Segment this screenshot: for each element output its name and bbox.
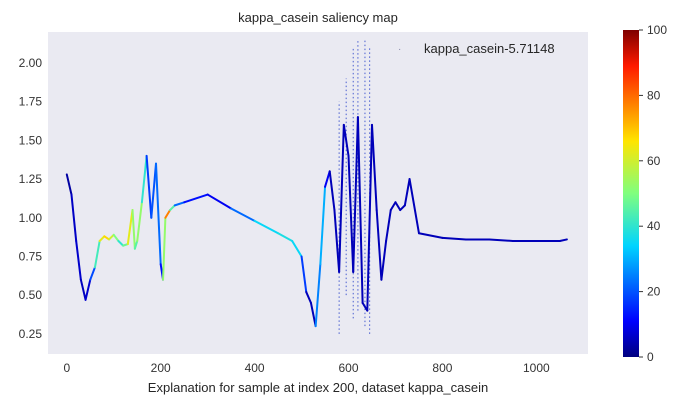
colorbar-ticks: 0 20 40 60 80 100: [639, 23, 667, 364]
colorbar: [623, 30, 639, 357]
line-segment: [366, 123, 373, 312]
y-tick-label: 0.75: [19, 249, 43, 263]
line-segment: [108, 233, 115, 241]
line-segment: [206, 193, 233, 210]
line-segment: [89, 266, 96, 281]
line-segment: [75, 239, 82, 281]
x-tick-labels: 0 200 400 600 800 1000: [63, 361, 550, 375]
x-tick-label: 400: [245, 361, 265, 375]
line-segment: [380, 239, 388, 281]
y-tick-label: 0.50: [19, 288, 43, 302]
line-segment: [324, 170, 331, 188]
line-segment: [328, 170, 336, 212]
line-segment: [253, 219, 280, 235]
colorbar-tick-label: 0: [647, 350, 654, 364]
y-tick-label: 2.00: [19, 56, 43, 70]
line-segment: [131, 209, 136, 250]
line-segment: [441, 236, 467, 241]
y-tick-label: 1.75: [19, 95, 43, 109]
line-segment: [164, 209, 172, 219]
line-segment: [488, 238, 514, 242]
legend-marker: ·: [398, 44, 401, 55]
line-segment: [117, 239, 125, 247]
line-segment: [314, 263, 322, 328]
saliency-line: [65, 116, 568, 328]
line-segment: [403, 178, 411, 207]
line-segment: [155, 162, 162, 266]
line-segment: [136, 201, 143, 242]
line-segment: [133, 239, 139, 250]
line-segment: [352, 116, 359, 273]
line-segment: [162, 216, 167, 281]
line-segment: [385, 209, 392, 242]
colorbar-tick-label: 40: [647, 219, 661, 233]
line-segment: [309, 301, 317, 328]
x-tick-label: 800: [432, 361, 452, 375]
line-segment: [150, 162, 157, 219]
line-segment: [140, 154, 148, 204]
x-tick-label: 200: [151, 361, 171, 375]
line-segment: [417, 232, 444, 239]
y-tick-label: 1.50: [19, 133, 43, 147]
line-segment: [375, 209, 383, 281]
y-tick-label: 1.00: [19, 211, 43, 225]
colorbar-tick-label: 80: [647, 88, 661, 102]
line-segment: [277, 232, 294, 242]
colorbar-tick-label: 100: [647, 23, 667, 37]
line-segment: [291, 239, 303, 258]
line-segment: [399, 204, 406, 212]
colorbar-tick-label: 20: [647, 285, 661, 299]
line-segment: [98, 235, 106, 242]
line-segment: [558, 238, 568, 242]
y-tick-labels: 0.25 0.50 0.75 1.00 1.25 1.50 1.75 2.00: [19, 56, 43, 341]
line-segment: [319, 185, 327, 266]
line-segment: [126, 209, 134, 246]
line-segment: [183, 193, 209, 204]
line-segment: [79, 278, 87, 301]
legend-entry: kappa_casein-5.71148: [424, 41, 555, 56]
line-segment: [93, 239, 101, 269]
line-segment: [342, 123, 350, 157]
colorbar-tick-label: 60: [647, 154, 661, 168]
line-segment: [300, 255, 308, 294]
line-segment: [65, 173, 73, 196]
line-segment: [333, 209, 341, 273]
line-segment: [112, 233, 120, 242]
legend: · kappa_casein-5.71148: [398, 41, 555, 56]
line-segment: [145, 154, 153, 219]
chart-title: kappa_casein saliency map: [238, 10, 398, 25]
line-segment: [408, 178, 420, 235]
line-segment: [394, 201, 402, 212]
line-segment: [230, 207, 256, 222]
x-tick-label: 0: [63, 361, 70, 375]
line-segment: [338, 123, 345, 273]
line-segment: [173, 201, 186, 207]
line-segment: [169, 204, 176, 212]
y-tick-label: 1.25: [19, 172, 43, 186]
x-axis-label: Explanation for sample at index 200, dat…: [148, 380, 488, 395]
line-segment: [371, 123, 378, 212]
spike-lines: [338, 39, 371, 334]
line-segment: [347, 154, 355, 273]
line-segment: [84, 278, 92, 301]
line-segment: [356, 116, 364, 304]
line-segment: [70, 193, 78, 242]
line-segment: [305, 291, 312, 304]
x-tick-label: 600: [339, 361, 359, 375]
x-tick-label: 1000: [523, 361, 550, 375]
line-segment: [389, 201, 397, 212]
y-tick-label: 0.25: [19, 327, 43, 341]
